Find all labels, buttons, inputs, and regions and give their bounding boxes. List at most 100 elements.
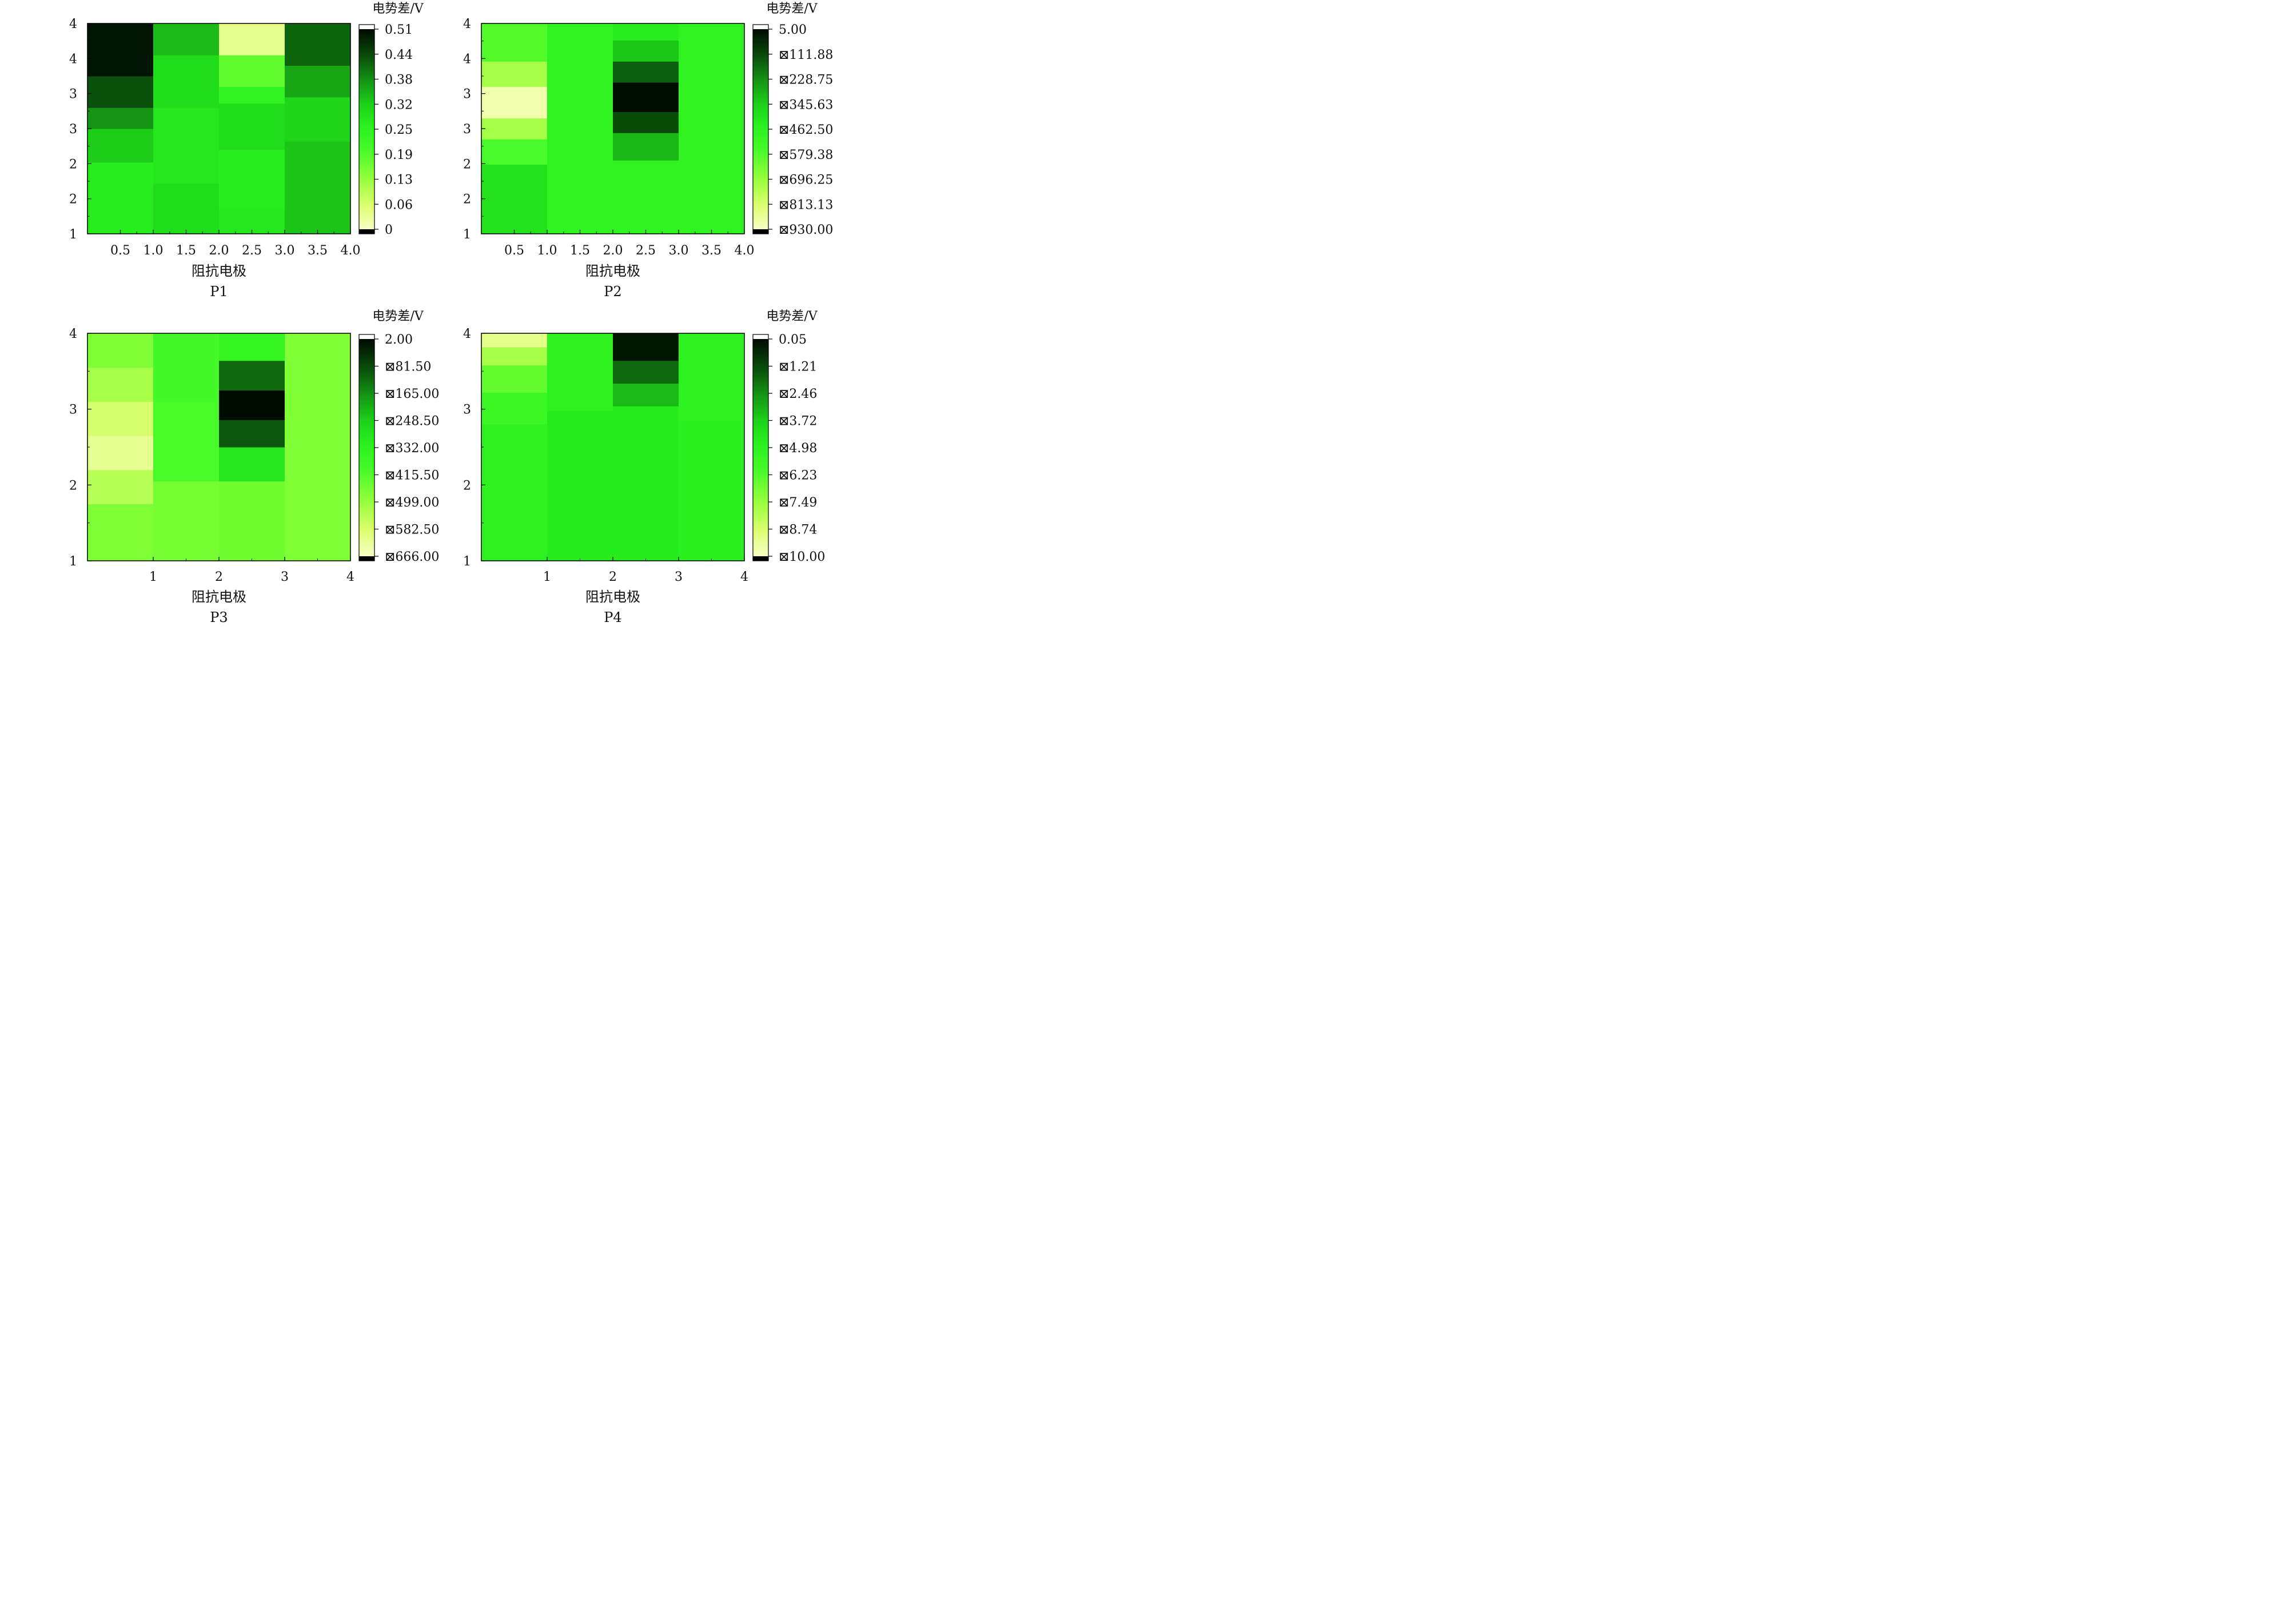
y-tick-label: 3 [69,87,77,102]
colorbar-tick-label: ⊠462.50 [779,123,833,137]
heatmap-cell-c2-b5 [613,40,679,62]
colorbar-tick-label: ⊠696.25 [779,173,833,188]
heatmap-cell-c0-b0 [481,424,547,561]
heatmap-cell-c1-b0 [547,23,613,234]
colorbar-tick-label: 2.00 [385,333,413,347]
colorbar-tick-label: ⊠415.50 [385,469,439,483]
heatmap-cell-c2-b5 [219,23,285,55]
colorbar-tick-label: ⊠666.00 [385,550,439,564]
heatmap-cell-c0-b1 [481,139,547,165]
heatmap-cell-c2-b0 [613,406,679,561]
heatmap-cell-c1-b1 [547,333,613,411]
colorbar-tick-label: 0.06 [385,198,413,212]
colorbar-title: 电势差/V [766,2,818,16]
y-tick-label: 2 [463,478,471,493]
x-tick-label: 3.0 [669,244,689,258]
colorbar-tick-label: 0.13 [385,173,413,188]
heatmap-cell-c3-b0 [679,23,744,234]
heatmap-cell-c1-b0 [153,183,219,234]
heatmap-cell-c0-b2 [481,365,547,393]
heatmap-cell-c2-b1 [219,447,285,482]
colorbar-underflow-cap [359,556,374,561]
x-tick-label: 3.0 [275,244,295,258]
x-tick-label: 2.0 [603,244,623,258]
colorbar-gradient [359,339,374,556]
colorbar-tick-label: ⊠1.21 [779,360,817,374]
heatmap-cell-c1-b2 [153,55,219,108]
x-tick-label: 1.0 [537,244,557,258]
x-tick-label: 1.5 [176,244,196,258]
x-tick-label: 3.5 [701,244,722,258]
x-tick-label: 2.5 [636,244,656,258]
x-axis-title: 阻抗电极 [192,589,246,605]
panel-p2: 0.5 1.0 1.5 2.0 2.5 3.0 3.5 4.0 1 2 2 3 3 4 4 阻抗电极 P2 5.0… [463,2,833,300]
heatmap-cell-c2-b1 [613,383,679,406]
colorbar-tick-label: 0.32 [385,98,413,112]
colorbar-tick-label: ⊠345.63 [779,98,833,112]
colorbar-tick-label: ⊠7.49 [779,496,817,510]
heatmap-cell-c0-b1 [481,392,547,425]
x-tick-label: 3.5 [308,244,328,258]
colorbar-underflow-cap [753,229,768,234]
y-tick-label: 3 [463,87,471,102]
y-tick-label: 1 [69,228,77,242]
heatmap-cell-c1-b2 [153,333,219,402]
y-tick-label: 2 [463,157,471,172]
heatmap-cell-c3-b1 [285,97,350,142]
colorbar-overflow-cap [753,334,768,339]
x-tick-label: 2 [215,570,223,584]
colorbar-tick-label: ⊠930.00 [779,223,833,237]
y-tick-label: 3 [69,403,77,417]
heatmap-cell-c2-b1 [613,133,679,161]
x-axis-title: 阻抗电极 [585,589,640,605]
heatmap-cell-c1-b0 [547,410,613,561]
x-tick-label: 0.5 [504,244,524,258]
heatmap-cell-c2-b3 [613,82,679,113]
heatmap-cell-c3-b1 [679,333,744,420]
heatmap-cell-c0-b3 [87,76,153,108]
colorbar-tick-label: ⊠165.00 [385,387,439,401]
panel-title: P1 [210,284,228,300]
panel-p3: 1 2 3 4 1 2 3 4 阻抗电极 P3 2.00 ⊠81.50 ⊠165.00 ⊠248.50 ⊠3… [69,309,439,625]
y-tick-label: 4 [69,52,77,66]
heatmap-cell-c2-b2 [613,360,679,384]
y-tick-label: 3 [69,122,77,137]
x-tick-label: 3 [281,570,289,584]
colorbar-tick-label: ⊠3.72 [779,414,817,429]
colorbar-tick-label: 0.05 [779,333,807,347]
heatmap-cell-c2-b2 [219,420,285,448]
colorbar-title: 电势差/V [372,2,424,16]
colorbar-gradient [359,29,374,229]
colorbar-tick-label: ⊠81.50 [385,360,431,374]
y-tick-label: 3 [463,122,471,137]
heatmap-cell-c0-b5 [87,333,153,368]
heatmap-cell-c0-b3 [481,86,547,119]
colorbar-tick-label: ⊠228.75 [779,73,833,87]
heatmap-cell-c2-b3 [219,390,285,420]
heatmap-cell-c0-b0 [481,164,547,234]
colorbar-tick-label: 0 [385,223,393,237]
heatmap-cell-c3-b2 [285,65,350,98]
colorbar-tick-label: ⊠499.00 [385,496,439,510]
heatmap-cell-c0-b1 [87,469,153,504]
colorbar-tick-label: 0.44 [385,48,413,62]
colorbar-tick-label: ⊠4.98 [779,441,817,456]
colorbar-tick-label: ⊠579.38 [779,148,833,162]
y-tick-label: 2 [69,157,77,172]
x-tick-label: 4 [740,570,748,584]
heatmap-cell-c3-b0 [285,333,350,561]
heatmap-cell-c2-b2 [219,103,285,150]
x-tick-label: 1.5 [570,244,590,258]
heatmap-cell-c2-b3 [613,333,679,361]
colorbar-tick-label: ⊠111.88 [779,48,833,62]
x-tick-label: 4.0 [341,244,361,258]
heatmap-cell-c0-b0 [87,162,153,234]
y-tick-label: 2 [69,478,77,493]
heatmap-cell-c0-b3 [87,401,153,436]
colorbar-tick-label: ⊠8.74 [779,523,817,537]
heatmap-cell-c2-b4 [219,360,285,390]
colorbar-tick-label: ⊠10.00 [779,550,825,564]
heatmap-cell-c2-b6 [613,23,679,41]
x-tick-label: 4.0 [735,244,755,258]
colorbar-title: 电势差/V [766,309,818,324]
